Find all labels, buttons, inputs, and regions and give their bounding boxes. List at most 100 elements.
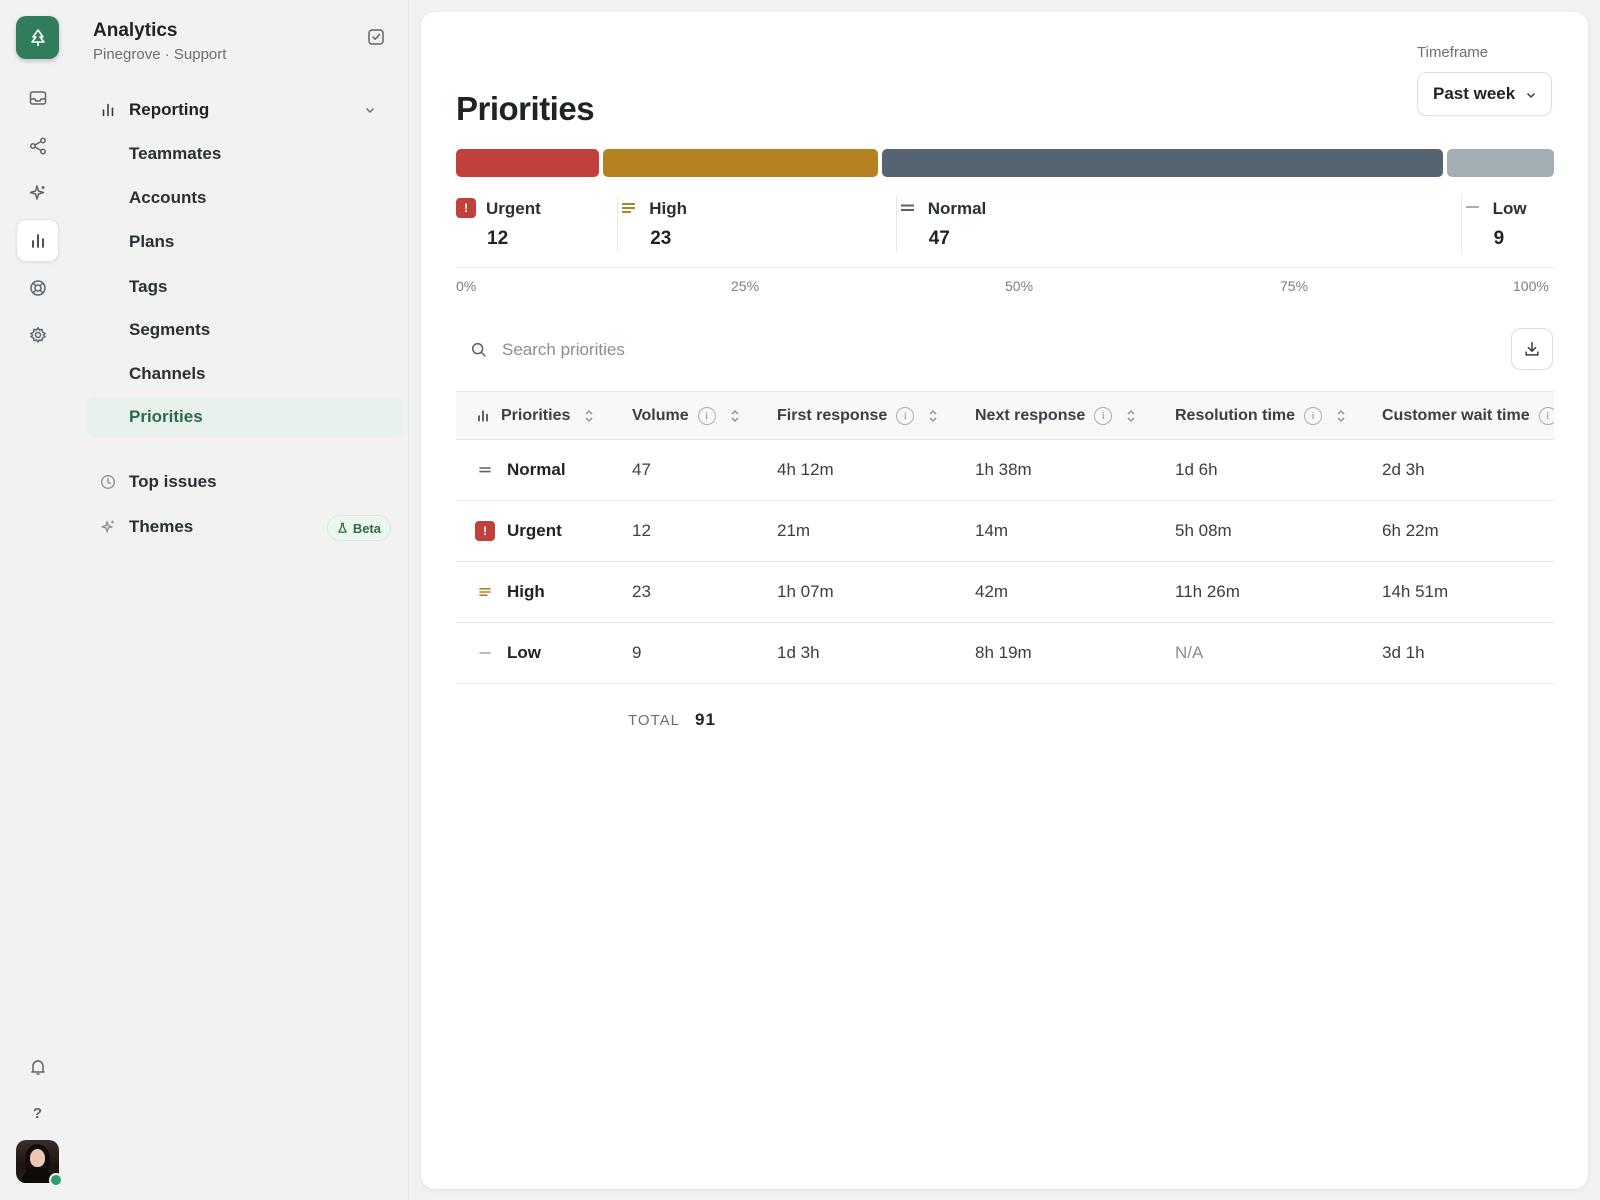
column-header-volume[interactable]: Volume i (632, 392, 740, 439)
info-icon[interactable]: i (697, 406, 716, 425)
priority-low-icon (1465, 206, 1479, 208)
chevron-down-icon (1526, 92, 1536, 99)
timeframe-label: Timeframe (1417, 44, 1489, 61)
distribution-bar-urgent (456, 149, 600, 177)
volume-cell: 23 (632, 582, 651, 601)
column-header-next-response[interactable]: Next response i (975, 392, 1136, 439)
legend-divider (617, 196, 619, 252)
urgent-icon: ! (475, 521, 495, 541)
next-response-cell: 1h 38m (975, 460, 1032, 479)
icon-rail: ? (0, 0, 74, 1200)
axis-tick-0: 0% (456, 278, 477, 294)
resolution-time-cell: N/A (1175, 643, 1204, 662)
main-panel: Priorities Timeframe Past week ! Urgent … (421, 12, 1588, 1189)
timeframe-select[interactable]: Past week (1417, 72, 1552, 116)
table-header: Priorities Volume i First response i Nex… (456, 391, 1554, 440)
online-status-indicator (49, 1173, 63, 1187)
share-icon[interactable] (16, 124, 59, 167)
resolution-time-cell: 1d 6h (1175, 460, 1218, 479)
info-icon[interactable]: i (1538, 406, 1554, 425)
legend-divider (1460, 196, 1462, 252)
table-row[interactable]: Normal 47 4h 12m 1h 38m 1d 6h 2d 3h (456, 440, 1554, 501)
priority-high-icon (475, 582, 495, 602)
priority-high-icon (622, 203, 636, 213)
column-header-first-response[interactable]: First response i (777, 392, 938, 439)
priority-name: Normal (507, 460, 566, 479)
sort-icon (929, 409, 937, 422)
volume-cell: 47 (632, 460, 651, 479)
legend-normal: Normal 47 (895, 192, 1443, 264)
sort-icon (585, 409, 593, 422)
first-response-cell: 1d 3h (777, 643, 820, 662)
sidebar-item-top-issues[interactable]: Top issues (87, 462, 403, 502)
axis-line (456, 267, 1554, 268)
sidebar-item-segments[interactable]: Segments (129, 320, 211, 339)
bell-icon[interactable] (16, 1045, 59, 1088)
priority-name: Low (507, 643, 541, 662)
bar-chart-icon (102, 103, 114, 117)
volume-cell: 12 (632, 521, 651, 540)
info-icon[interactable]: i (896, 406, 915, 425)
download-button[interactable] (1511, 328, 1553, 370)
search-input[interactable] (502, 340, 1402, 360)
next-response-cell: 8h 19m (975, 643, 1032, 662)
info-icon[interactable]: i (1304, 406, 1323, 425)
customer-wait-time-cell: 2d 3h (1382, 460, 1425, 479)
table-row[interactable]: Low 9 1d 3h 8h 19m N/A 3d 1h (456, 623, 1554, 684)
tree-icon[interactable] (16, 16, 59, 59)
customer-wait-time-cell: 6h 22m (1382, 521, 1439, 540)
sidebar-item-tags[interactable]: Tags (129, 277, 168, 296)
axis-tick-75: 75% (1280, 278, 1309, 294)
sidebar-item-plans[interactable]: Plans (129, 232, 175, 251)
settings-icon[interactable] (16, 313, 59, 356)
sidebar: Analytics Pinegrove · Support Reporting … (74, 0, 409, 1200)
urgent-icon: ! (456, 198, 476, 218)
volume-cell: 9 (632, 643, 642, 662)
search-icon (471, 342, 486, 357)
inbox-icon[interactable] (16, 76, 59, 119)
sidebar-item-accounts[interactable]: Accounts (129, 188, 207, 207)
avatar[interactable] (16, 1140, 63, 1187)
info-icon[interactable]: i (1094, 406, 1113, 425)
priority-normal-icon (900, 204, 914, 211)
chevron-down-icon (365, 107, 375, 114)
first-response-cell: 21m (777, 521, 811, 540)
distribution-bar-low (1446, 149, 1554, 177)
bar-chart-icon[interactable] (16, 219, 59, 262)
resolution-time-cell: 11h 26m (1175, 582, 1240, 601)
customer-wait-time-cell: 14h 51m (1382, 582, 1449, 601)
column-header-customer-wait-time[interactable]: Customer wait time i (1382, 392, 1554, 439)
checkbox-icon[interactable] (366, 27, 386, 47)
sort-icon (1337, 409, 1345, 422)
total-value: 91 (695, 710, 716, 729)
table-row[interactable]: High 23 1h 07m 42m 11h 26m 14h 51m (456, 562, 1554, 623)
sort-icon (731, 409, 739, 422)
sidebar-item-priorities[interactable]: Priorities (87, 397, 403, 437)
total-label: TOTAL (628, 712, 680, 729)
sidebar-item-channels[interactable]: Channels (129, 364, 206, 383)
distribution-bar-normal (881, 149, 1443, 177)
legend-high: High 23 (617, 192, 877, 264)
help-icon[interactable]: ? (32, 1105, 43, 1122)
first-response-cell: 1h 07m (777, 582, 834, 601)
workspace-title: Analytics (93, 20, 178, 41)
sidebar-item-themes[interactable]: Themes Beta (87, 507, 403, 547)
table-row[interactable]: ! Urgent 12 21m 14m 5h 08m 6h 22m (456, 501, 1554, 562)
nav-group-reporting[interactable]: Reporting (87, 92, 388, 128)
search-bar (456, 328, 1486, 372)
column-header-resolution-time[interactable]: Resolution time i (1175, 392, 1346, 439)
priority-name: High (507, 582, 545, 601)
priority-low-icon (475, 643, 495, 663)
axis-tick-25: 25% (731, 278, 760, 294)
sidebar-item-teammates[interactable]: Teammates (129, 144, 222, 163)
resolution-time-cell: 5h 08m (1175, 521, 1232, 540)
priorities-table: Priorities Volume i First response i Nex… (456, 391, 1554, 684)
legend-urgent: ! Urgent 12 (456, 192, 583, 264)
column-header-priorities[interactable]: Priorities (475, 392, 594, 439)
legend-low: Low 9 (1460, 192, 1554, 264)
lifebuoy-icon[interactable] (16, 266, 59, 309)
sparkle-icon[interactable] (16, 171, 59, 214)
first-response-cell: 4h 12m (777, 460, 834, 479)
bar-chart-icon (478, 409, 488, 422)
download-icon (1525, 341, 1539, 356)
